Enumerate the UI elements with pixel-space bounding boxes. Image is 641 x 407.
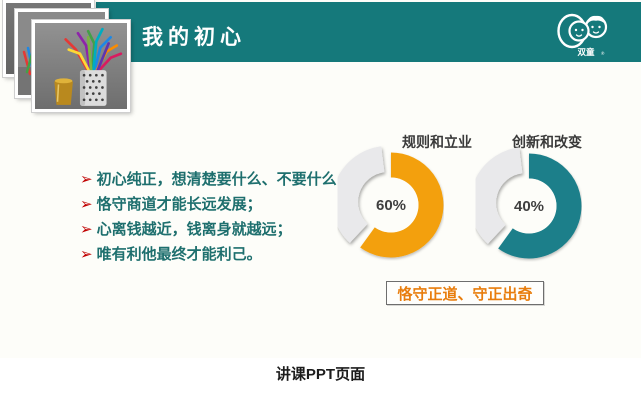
- bullet-text: 唯有利他最终才能利己。: [96, 246, 262, 263]
- arrow-bullet-icon: ➢: [80, 246, 93, 263]
- photo-front: [31, 19, 131, 113]
- donut-2-remainder-arc: [470, 147, 524, 244]
- two-children-faces-icon: [557, 13, 608, 49]
- arrow-bullet-icon: ➢: [80, 221, 93, 238]
- tagline-box: 恪守正道、守正出奇: [386, 281, 544, 305]
- donut-2-value-arc: [498, 153, 582, 259]
- brand-name: 双童: [577, 47, 595, 57]
- registered-mark: ®: [601, 50, 605, 56]
- donut-1-value-arc: [360, 152, 444, 258]
- donut-chart-1-title: 规则和立业: [402, 134, 472, 150]
- donut-chart-2-title: 创新和改变: [512, 134, 582, 150]
- arrow-bullet-icon: ➢: [80, 171, 93, 188]
- donut-1-center-label: 60%: [376, 197, 406, 214]
- donut-chart-1: 60%: [329, 143, 453, 267]
- arrow-bullet-icon: ➢: [80, 196, 93, 213]
- bullet-text: 恪守商道才能长远发展；: [96, 196, 262, 213]
- donut-2-center-label: 40%: [514, 198, 544, 215]
- ppt-slide: 我的初心 双童 ®: [2, 0, 641, 305]
- header-band: [96, 2, 641, 62]
- slide-title: 我的初心: [142, 26, 246, 49]
- donut-chart-2: 40%: [467, 144, 591, 268]
- bullet-text: 初心纯正，想清楚要什么、不要什么；: [96, 171, 352, 188]
- tagline-text: 恪守正道、守正出奇: [397, 285, 533, 303]
- brand-logo: 双童 ®: [552, 8, 616, 58]
- bullet-item: ➢ 初心纯正，想清楚要什么、不要什么；: [80, 168, 352, 189]
- donut-1-remainder-arc: [332, 146, 386, 243]
- bullet-text: 心离钱越近，钱离身就越远；: [96, 221, 292, 238]
- straws-in-vase-photo: [35, 23, 127, 109]
- image-caption: 讲课PPT页面: [275, 366, 366, 383]
- bullet-item: ➢ 恪守商道才能长远发展；: [80, 193, 262, 214]
- bullet-item: ➢ 唯有利他最终才能利己。: [80, 243, 262, 264]
- bullet-item: ➢ 心离钱越近，钱离身就越远；: [80, 218, 292, 239]
